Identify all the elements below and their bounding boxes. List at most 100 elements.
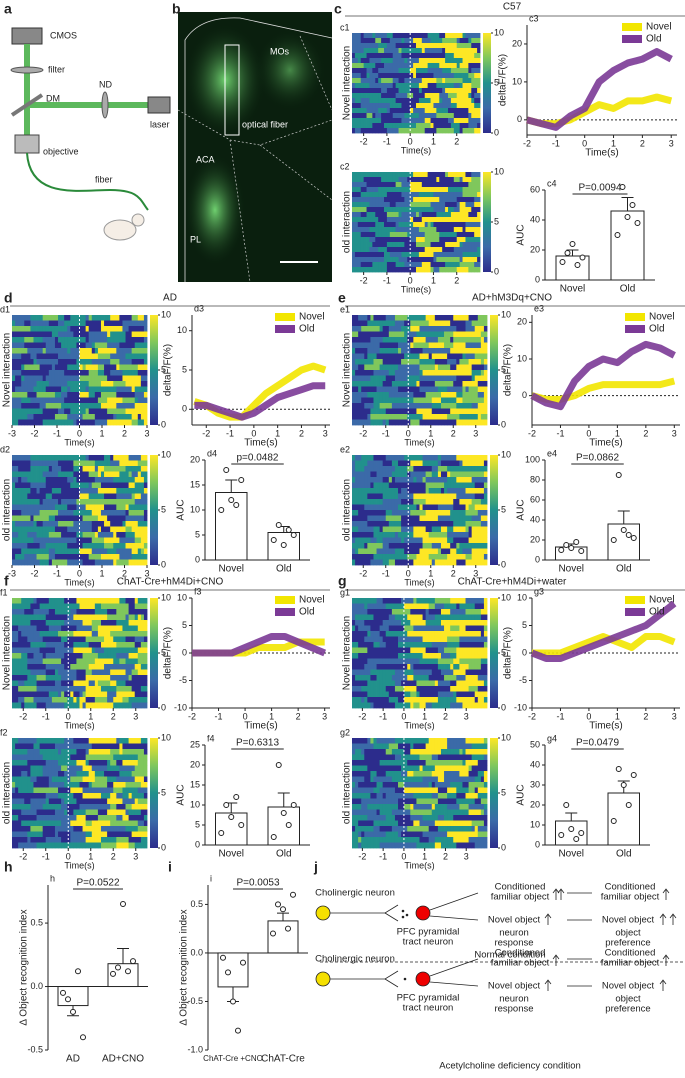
heatmap-cell <box>89 409 92 415</box>
heatmap-cell <box>444 477 447 483</box>
heatmap-cell <box>395 398 398 404</box>
heatmap-cell <box>469 414 472 420</box>
heatmap-cell <box>389 392 392 398</box>
heatmap-cell <box>442 207 445 212</box>
heatmap-cell <box>447 499 450 505</box>
heatmap-cell <box>444 461 447 467</box>
heatmap-cell <box>433 247 436 252</box>
heatmap-cell <box>129 538 132 544</box>
heatmap-cell <box>80 348 83 354</box>
heatmap-cell <box>420 332 423 338</box>
heatmap-cell <box>468 108 471 113</box>
heatmap-cell <box>372 247 375 252</box>
heatmap-cell <box>73 472 76 478</box>
heatmap-cell <box>454 177 457 182</box>
heatmap-cell <box>465 187 468 192</box>
heatmap-cell <box>132 398 135 404</box>
heatmap-cell <box>442 53 445 58</box>
heatmap-cell <box>387 83 390 88</box>
heatmap-cell <box>95 538 98 544</box>
heatmap-cell <box>126 370 129 376</box>
heatmap-cell <box>477 252 480 257</box>
heatmap-cell <box>401 505 404 511</box>
heatmap-cell <box>83 409 86 415</box>
heatmap-cell <box>384 128 387 133</box>
heatmap-cell <box>89 392 92 398</box>
heatmap-cell <box>46 516 49 522</box>
heatmap-cell <box>80 477 83 483</box>
heatmap-cell <box>73 359 76 365</box>
heatmap-cell <box>419 252 422 257</box>
heatmap-cell <box>27 549 30 555</box>
heatmap-cell <box>27 398 30 404</box>
heatmap-cell <box>126 387 129 393</box>
heatmap-cell <box>387 242 390 247</box>
heatmap-cell <box>481 315 484 321</box>
heatmap-cell <box>416 242 419 247</box>
heatmap-cell <box>453 376 456 382</box>
heatmap-cell <box>465 88 468 93</box>
heatmap-cell <box>58 527 61 533</box>
heatmap-cell <box>33 409 36 415</box>
heatmap-cell <box>471 123 474 128</box>
heatmap-cell <box>355 466 358 472</box>
heatmap-cell <box>457 187 460 192</box>
heatmap-cell <box>364 222 367 227</box>
heatmap-cell <box>432 499 435 505</box>
heatmap-cell <box>475 343 478 349</box>
heatmap-cell <box>370 387 373 393</box>
heatmap-cell <box>450 403 453 409</box>
heatmap-cell <box>472 409 475 415</box>
heatmap-cell <box>141 343 144 349</box>
heatmap-cell <box>98 348 101 354</box>
heatmap-cell <box>416 222 419 227</box>
heatmap-cell <box>413 63 416 68</box>
heatmap-cell <box>384 78 387 83</box>
heatmap-cell <box>465 103 468 108</box>
heatmap-cell <box>92 398 95 404</box>
heatmap-cell <box>129 332 132 338</box>
heatmap-cell <box>426 348 429 354</box>
heatmap-cell <box>361 332 364 338</box>
heatmap-cell <box>355 387 358 393</box>
heatmap-cell <box>398 315 401 321</box>
heatmap-cell <box>381 68 384 73</box>
x-tick-label: -1 <box>382 428 390 438</box>
heatmap-cell <box>465 53 468 58</box>
heatmap-cell <box>469 392 472 398</box>
heatmap-cell <box>361 222 364 227</box>
heatmap-cell <box>474 212 477 217</box>
heatmap-cell <box>92 499 95 505</box>
heatmap-cell <box>367 217 370 222</box>
heatmap-cell <box>89 343 92 349</box>
heatmap-cell <box>83 560 86 566</box>
heatmap-cell <box>64 532 67 538</box>
heatmap-cell <box>442 177 445 182</box>
heatmap-cell <box>445 202 448 207</box>
heatmap-cell <box>358 262 361 267</box>
heatmap-cell <box>122 554 125 560</box>
heatmap-cell <box>454 257 457 262</box>
heatmap-cell <box>15 505 18 511</box>
heatmap-cell <box>466 343 469 349</box>
heatmap-cell <box>431 48 434 53</box>
heatmap-cell <box>24 381 27 387</box>
heatmap-cell <box>104 365 107 371</box>
heatmap-cell <box>466 370 469 376</box>
heatmap-cell <box>422 33 425 38</box>
heatmap-cell <box>396 108 399 113</box>
heatmap-cell <box>410 387 413 393</box>
heatmap-cell <box>383 315 386 321</box>
x-tick-label: -2 <box>360 275 368 285</box>
heatmap-cell <box>378 43 381 48</box>
heatmap-cell <box>469 403 472 409</box>
heatmap-cell <box>413 461 416 467</box>
heatmap-cell <box>369 53 372 58</box>
heatmap-cell <box>472 403 475 409</box>
heatmap-cell <box>364 354 367 360</box>
heatmap-cell <box>369 118 372 123</box>
heatmap-cell <box>484 387 487 393</box>
heatmap-cell <box>116 505 119 511</box>
heatmap-cell <box>49 516 52 522</box>
heatmap-cell <box>52 494 55 500</box>
